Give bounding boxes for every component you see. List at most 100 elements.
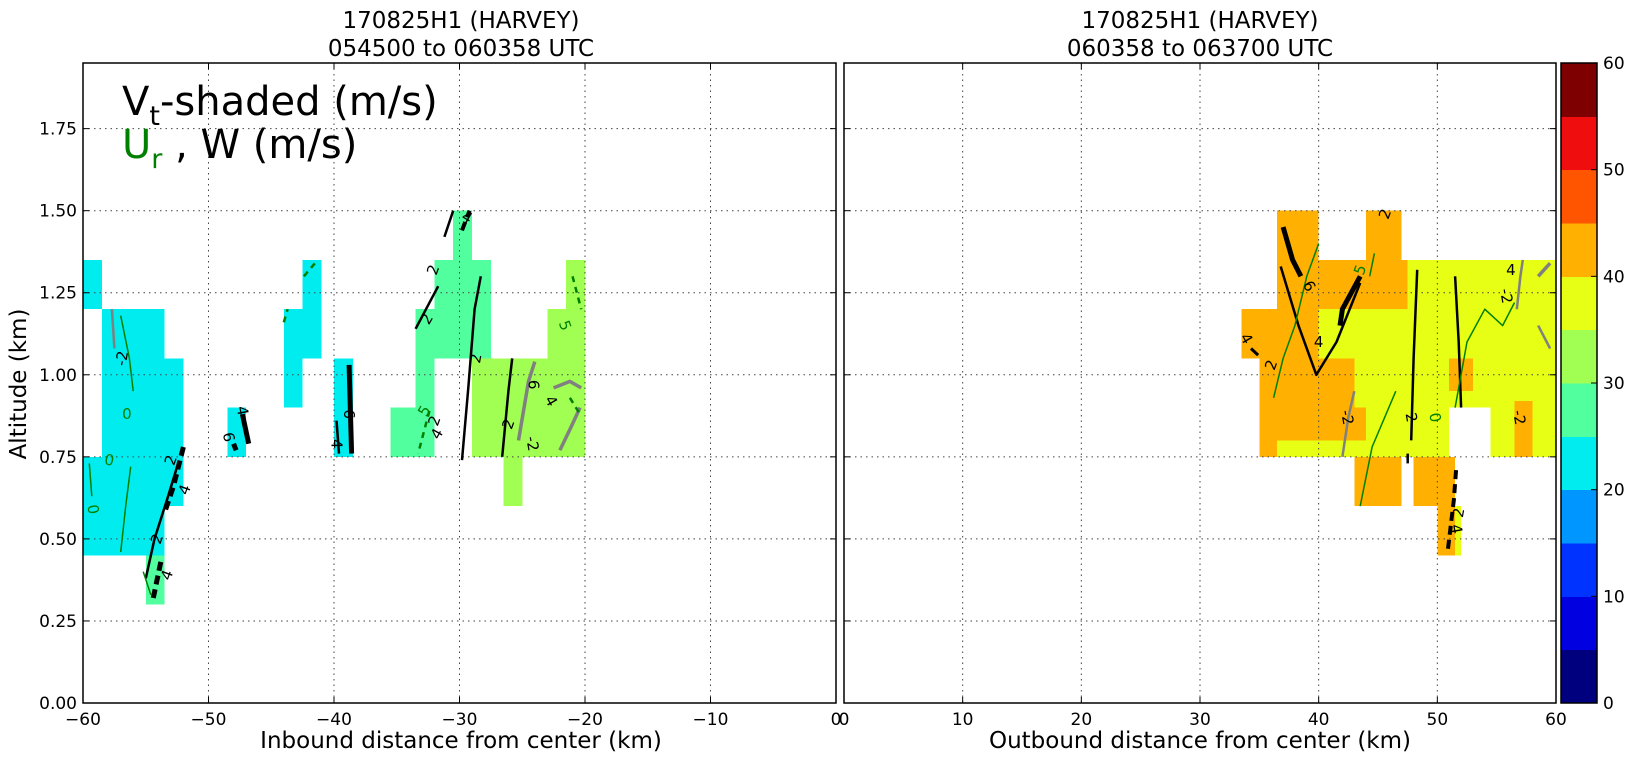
contour-label: -2 <box>1496 287 1516 305</box>
colorbar-swatch <box>1561 63 1597 117</box>
contour-lines <box>88 209 583 599</box>
panel-title-line2: 054500 to 060358 UTC <box>328 36 594 62</box>
contour-label: 6 <box>219 431 238 444</box>
contour-line <box>1453 276 1463 408</box>
legend-line-vt: Vt-shaded (m/s) <box>122 79 438 132</box>
contour-line <box>1280 226 1304 278</box>
contour-line <box>1454 302 1516 408</box>
colorbar-swatch <box>1561 223 1597 277</box>
axis-ticks: −60 −50 −40 −30 −20 −10 0 0.00 0.25 0.50 0.75 1.00 1… <box>39 63 841 730</box>
x-axis-label: Inbound distance from center (km) <box>260 728 662 754</box>
colorbar-tick-label: 0 <box>1603 694 1614 714</box>
contour-label: -2 <box>112 349 132 367</box>
shaded-cell <box>1259 358 1355 408</box>
contour-label: 0 <box>1425 411 1444 424</box>
contour-label: 0 <box>103 450 116 469</box>
shaded-cell <box>453 210 473 260</box>
shaded-cell <box>101 309 146 408</box>
legend-ur-main: U <box>122 122 151 168</box>
contour-line <box>443 210 455 238</box>
colorbar-tick-label: 30 <box>1603 374 1625 394</box>
x-tick-label: 40 <box>1308 710 1330 730</box>
contour-line <box>1368 253 1376 277</box>
contour-line <box>282 308 289 323</box>
x-axis-label: Outbound distance from center (km) <box>989 728 1411 754</box>
x-tick-label: −40 <box>316 710 352 730</box>
contour-line <box>150 561 164 599</box>
contour-line <box>416 410 431 454</box>
legend-vt-sub: t <box>149 101 160 132</box>
colorbar-swatch <box>1561 329 1597 384</box>
contour-label: 6 <box>525 380 543 390</box>
legend-vt-main: V <box>122 79 150 125</box>
contour-line <box>558 406 582 452</box>
contour-line <box>231 442 239 452</box>
y-tick-label: 0.75 <box>39 448 77 468</box>
x-tick-label: 30 <box>1189 710 1211 730</box>
contour-line <box>162 446 186 514</box>
colorbar-swatch <box>1561 596 1597 651</box>
contour-line <box>552 379 583 390</box>
contour-label: 4 <box>1506 261 1516 279</box>
x-tick-label: −20 <box>567 710 603 730</box>
colorbar-tick-label: 50 <box>1603 161 1625 181</box>
y-tick-label: 0.50 <box>39 530 77 550</box>
contour-line <box>142 571 152 595</box>
panel-title-line1: 170825H1 (HARVEY) <box>342 8 579 34</box>
shaded-cell <box>503 456 523 507</box>
shaded-cell <box>83 259 102 310</box>
contour-line <box>119 315 134 392</box>
x-tick-label: −30 <box>442 710 478 730</box>
x-tick-label: −60 <box>65 710 101 730</box>
colorbar-tick-label: 60 <box>1603 54 1625 74</box>
contour-label: 4 <box>1314 333 1324 351</box>
shaded-cell <box>1514 401 1533 457</box>
contour-line <box>144 466 179 579</box>
contour-line <box>302 259 319 278</box>
y-tick-label: 1.00 <box>39 366 77 386</box>
contour-line <box>568 397 582 415</box>
contour-line <box>1446 466 1459 549</box>
contour-label: 2 <box>1402 411 1421 424</box>
outbound-panel: 170825H1 (HARVEY) 060358 to 063700 UTC 6… <box>839 8 1567 754</box>
contour-line <box>460 209 472 232</box>
shaded-cell <box>415 309 435 457</box>
colorbar-swatch <box>1561 649 1597 704</box>
shaded-cell <box>164 358 184 457</box>
contour-line <box>571 275 583 310</box>
contour-line <box>1515 259 1525 310</box>
shaded-cell <box>302 259 322 359</box>
y-tick-label: 1.75 <box>39 120 77 140</box>
contour-line <box>1536 262 1552 278</box>
shaded-cell <box>566 259 585 310</box>
colorbar-swatch <box>1561 436 1597 491</box>
contour-line <box>1279 266 1362 377</box>
shaded-cell <box>1366 210 1402 260</box>
contour-line <box>335 420 341 454</box>
contour-line <box>460 276 483 461</box>
shaded-cell <box>283 309 303 408</box>
colorbar-tick-label: 20 <box>1603 481 1625 501</box>
contour-line <box>1537 325 1552 350</box>
shaded-cell <box>1413 456 1456 507</box>
contour-line <box>1409 269 1419 441</box>
contour-label: -2 <box>522 435 542 453</box>
colorbar-tick-label: 10 <box>1603 587 1625 607</box>
contour-label: -2 <box>1509 409 1529 427</box>
axis-ticks: 0 10 20 30 40 50 60 <box>839 63 1567 730</box>
contour-line <box>1337 275 1363 326</box>
y-axis-label: Altitude (km) <box>6 309 32 460</box>
colorbar-swatch <box>1561 169 1597 224</box>
shaded-cell <box>145 309 165 408</box>
contour-label: 0 <box>83 503 102 516</box>
panel-title-line1: 170825H1 (HARVEY) <box>1081 8 1318 34</box>
inbound-panel: 170825H1 (HARVEY) 054500 to 060358 UTC -… <box>39 8 841 754</box>
contour-line <box>500 358 514 457</box>
contour-line <box>1341 390 1356 457</box>
contour-line <box>1359 390 1397 507</box>
legend-vt-rest: -shaded (m/s) <box>160 79 438 125</box>
colorbar-swatch <box>1561 383 1597 437</box>
contour-lines <box>1249 226 1552 549</box>
x-tick-label: 50 <box>1427 710 1449 730</box>
